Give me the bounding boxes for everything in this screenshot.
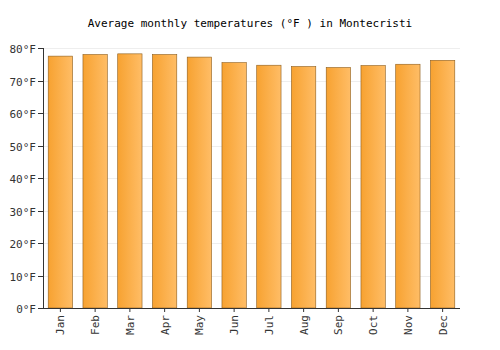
grid-line xyxy=(43,308,460,309)
y-tick xyxy=(38,276,43,277)
y-tick xyxy=(38,178,43,179)
bar xyxy=(152,55,176,309)
bar xyxy=(118,54,142,308)
grid-line xyxy=(43,48,460,49)
chart-container: Average monthly temperatures (°F ) in Mo… xyxy=(0,0,500,350)
y-tick-label: 20°F xyxy=(10,238,37,251)
bar xyxy=(187,57,211,308)
bar xyxy=(48,56,72,308)
y-tick xyxy=(38,113,43,114)
x-tick-label: Jun xyxy=(228,315,241,335)
x-tick-label: May xyxy=(193,315,206,335)
y-tick-label: 40°F xyxy=(10,173,37,186)
y-tick xyxy=(38,211,43,212)
y-tick xyxy=(38,81,43,82)
bar xyxy=(430,60,454,308)
y-axis xyxy=(43,48,44,308)
y-tick-label: 50°F xyxy=(10,141,37,154)
bar xyxy=(83,55,107,309)
y-tick-label: 30°F xyxy=(10,206,37,219)
x-tick-label: Sep xyxy=(332,315,345,335)
grid xyxy=(43,49,460,309)
x-tick-label: Oct xyxy=(367,315,380,335)
y-tick-label: 0°F xyxy=(16,303,36,316)
y-tick xyxy=(38,243,43,244)
y-tick xyxy=(38,48,43,49)
bar xyxy=(396,64,420,308)
y-tick-label: 80°F xyxy=(10,43,37,56)
y-tick xyxy=(38,146,43,147)
x-tick-label: Feb xyxy=(89,315,102,335)
title: Average monthly temperatures (°F ) in Mo… xyxy=(88,17,413,30)
y-tick-label: 10°F xyxy=(10,271,37,284)
bar xyxy=(257,65,281,308)
bar xyxy=(222,63,246,308)
y-tick-label: 60°F xyxy=(10,108,37,121)
bar xyxy=(291,67,315,308)
bars xyxy=(48,54,455,308)
x-tick-label: Mar xyxy=(124,315,137,335)
chart-svg: Average monthly temperatures (°F ) in Mo… xyxy=(0,0,500,350)
x-tick-label: Jan xyxy=(54,315,67,335)
x-tick-label: Dec xyxy=(437,315,450,335)
bar xyxy=(361,66,385,308)
x-tick-label: Apr xyxy=(159,315,172,335)
x-axis xyxy=(43,308,460,309)
y-tick-label: 70°F xyxy=(10,76,37,89)
y-tick xyxy=(38,308,43,309)
x-tick-label: Jul xyxy=(263,315,276,335)
x-tick-label: Nov xyxy=(402,315,415,335)
bar xyxy=(326,68,350,309)
x-tick-label: Aug xyxy=(298,315,311,335)
